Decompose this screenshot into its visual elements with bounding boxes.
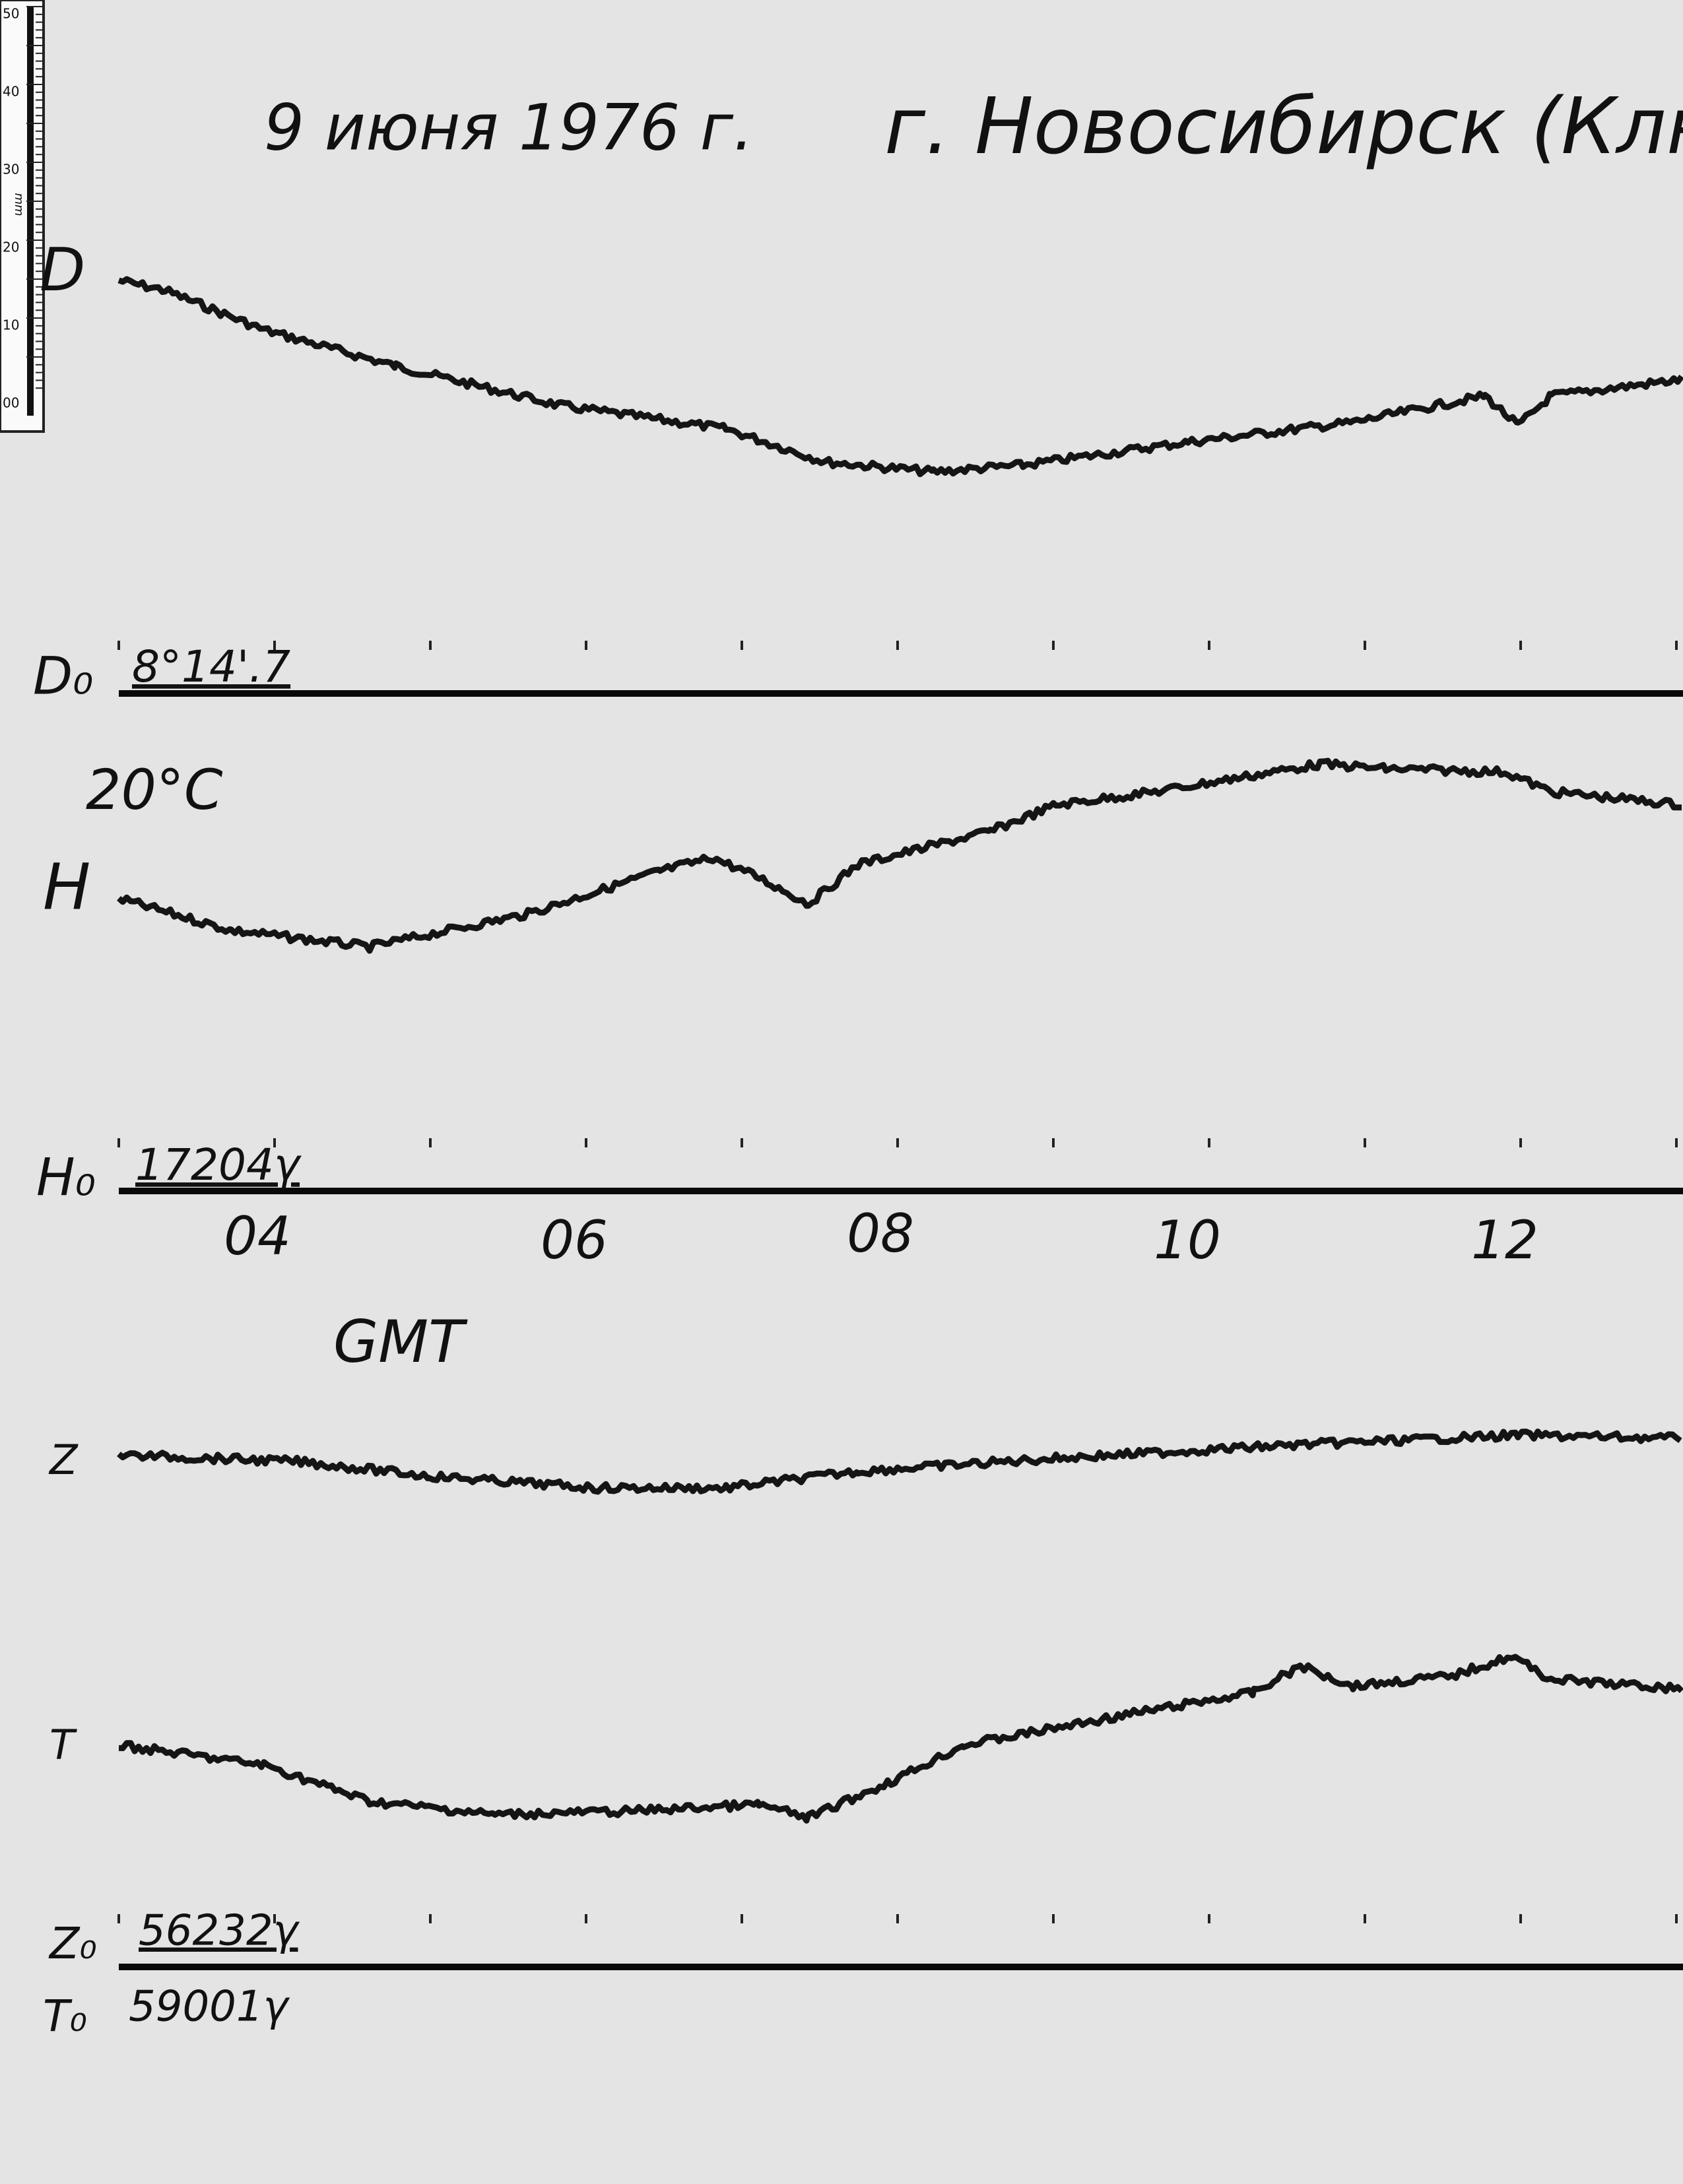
- ruler-tick-label: 30: [3, 162, 19, 177]
- base-label: D₀: [33, 647, 93, 706]
- hour-label: 08: [847, 1203, 914, 1264]
- trace-label: H: [43, 850, 90, 924]
- time-unit: GMT: [333, 1308, 468, 1376]
- date: 9 июня 1976 г.: [264, 90, 754, 164]
- trace-label: Z: [48, 1436, 79, 1484]
- base-value: 8°14'.7: [132, 641, 290, 692]
- ruler-tick-label: 20: [3, 240, 19, 255]
- base-value: 56232γ: [139, 1907, 300, 1956]
- base-label: T₀: [43, 1991, 87, 2041]
- ruler-ticks: 50 40 30 20 10 00: [3, 6, 44, 411]
- ruler-tick-label: 10: [3, 317, 19, 333]
- base-label: H₀: [36, 1148, 96, 1207]
- trace-h: [116, 757, 1682, 954]
- ruler-tick-label: 40: [3, 84, 19, 100]
- hour-label: 04: [224, 1205, 291, 1267]
- hour-label: 12: [1471, 1209, 1538, 1271]
- trace-label: D: [40, 236, 85, 305]
- trace-d: [117, 276, 1683, 478]
- place: г. Новосибирск (Ключ: [884, 80, 1683, 172]
- trace-t: [118, 1654, 1683, 1824]
- ruler: [0, 0, 45, 433]
- temperature: 20°C: [86, 757, 223, 822]
- trace-z: [117, 1429, 1682, 1495]
- ruler-tick-label: 50: [3, 6, 19, 22]
- base-value: 17204γ: [135, 1140, 302, 1190]
- base-label: Z₀: [48, 1918, 97, 1969]
- trace-label: T: [50, 1721, 77, 1769]
- ruler-tick-label: 00: [3, 395, 19, 411]
- base-value: 59001γ: [129, 1983, 290, 2032]
- hour-label: 06: [541, 1209, 608, 1271]
- hour-label: 10: [1154, 1209, 1221, 1271]
- ruler-unit: mm: [12, 193, 26, 216]
